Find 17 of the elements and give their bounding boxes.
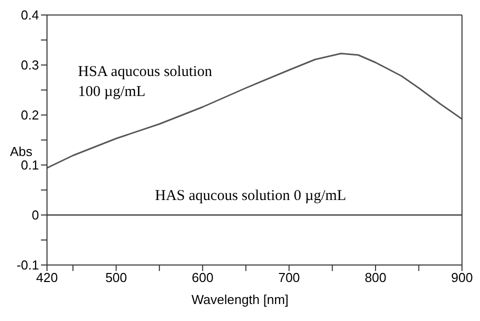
- y-tick-label: 0: [32, 208, 39, 223]
- series-label: HSA aqucous solution 100 µg/mL: [78, 63, 212, 102]
- x-tick-label: 500: [105, 270, 128, 286]
- y-tick-label: 0.2: [20, 108, 39, 123]
- y-tick-label: 0.1: [20, 158, 39, 173]
- y-axis-title: Abs: [10, 144, 32, 159]
- y-tick-label: 0.4: [20, 8, 39, 23]
- x-tick-label: 900: [451, 270, 473, 286]
- x-tick-label: 600: [192, 270, 214, 286]
- y-tick-label: -0.1: [16, 258, 39, 273]
- y-tick-label: 0.3: [20, 58, 39, 73]
- x-axis-title: Wavelength [nm]: [190, 292, 290, 307]
- line-series: [47, 52, 462, 169]
- x-tick-label: 420: [36, 270, 58, 286]
- series-label: HAS aqucous solution 0 µg/mL: [155, 187, 346, 206]
- x-tick-label: 800: [364, 270, 386, 286]
- x-tick-label: 700: [278, 270, 300, 286]
